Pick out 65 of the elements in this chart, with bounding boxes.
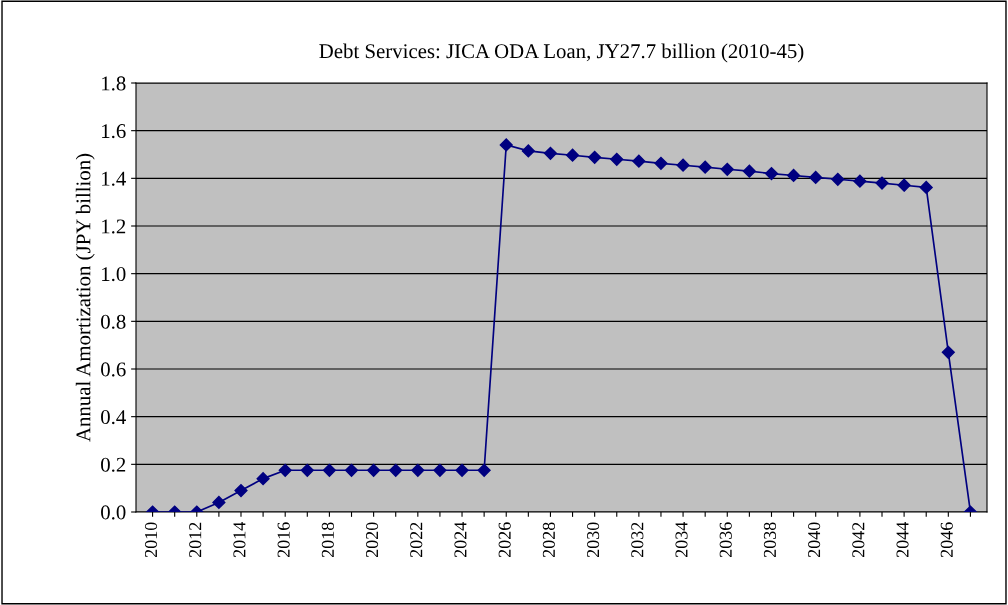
point (588, 150, 602, 164)
point (234, 483, 248, 498)
point (543, 146, 558, 160)
y-tick-label: 1.6 (102, 124, 126, 139)
x-tick-label: 2012 (189, 522, 202, 558)
point (322, 463, 336, 477)
x-tick-label: 2026 (498, 522, 511, 558)
point (919, 180, 933, 194)
y-tick-label: 0.6 (101, 362, 126, 377)
point (831, 172, 845, 186)
x-tick-label: 2028 (542, 522, 555, 558)
y-tick-label: 0.2 (101, 457, 126, 472)
point (897, 178, 911, 192)
point (344, 463, 359, 477)
y-tick-label: 1.8 (102, 76, 126, 91)
x-tick-label: 2040 (808, 522, 821, 558)
y-tick-label: 0.8 (101, 314, 126, 329)
point (433, 463, 447, 477)
point (632, 154, 646, 168)
point (521, 144, 535, 158)
x-tick-label: 2036 (719, 522, 732, 558)
point (499, 138, 513, 152)
point (256, 472, 270, 486)
point (565, 148, 580, 162)
point (941, 345, 955, 359)
x-tick-label: 2010 (144, 522, 158, 558)
point (411, 463, 425, 477)
x-tick-label: 2042 (852, 522, 865, 558)
point (300, 463, 314, 477)
y-tick-label: 0.4 (101, 410, 126, 425)
point (477, 463, 491, 477)
point (278, 463, 292, 477)
point (389, 463, 403, 477)
point (698, 160, 712, 174)
point (809, 170, 823, 184)
x-tick-label: 2016 (277, 522, 290, 558)
point (676, 158, 690, 172)
y-tick-label: 1.0 (102, 267, 126, 282)
chart-title: Debt Services: JICA ODA Loan, JY27.7 billion (2010-45) (319, 43, 804, 63)
point (853, 174, 867, 188)
x-tick-label: 2022 (410, 522, 423, 558)
point (212, 495, 226, 510)
point (367, 463, 381, 477)
x-tick-label: 2014 (233, 522, 246, 558)
y-tick-label: 0.0 (101, 505, 126, 520)
point (787, 168, 801, 183)
x-tick-label: 2032 (631, 522, 644, 558)
point (610, 152, 624, 166)
y-tick-label: 1.2 (102, 219, 126, 234)
y-axis-title: Annual Amortization (JPY billion) (75, 153, 95, 442)
y-tick-label: 1.4 (102, 171, 126, 186)
point (764, 166, 779, 181)
point (455, 463, 469, 477)
point (654, 156, 668, 170)
x-tick-label: 2020 (365, 522, 379, 558)
x-tick-label: 2038 (763, 522, 777, 558)
x-tick-label: 2034 (675, 522, 688, 558)
x-tick-label: 2046 (940, 522, 953, 558)
x-tick-label: 2018 (321, 522, 334, 558)
point (875, 176, 889, 190)
point (742, 164, 756, 178)
x-tick-label: 2044 (896, 522, 909, 558)
point (720, 162, 734, 176)
x-tick-label: 2030 (586, 522, 600, 558)
x-tick-label: 2024 (454, 522, 467, 558)
